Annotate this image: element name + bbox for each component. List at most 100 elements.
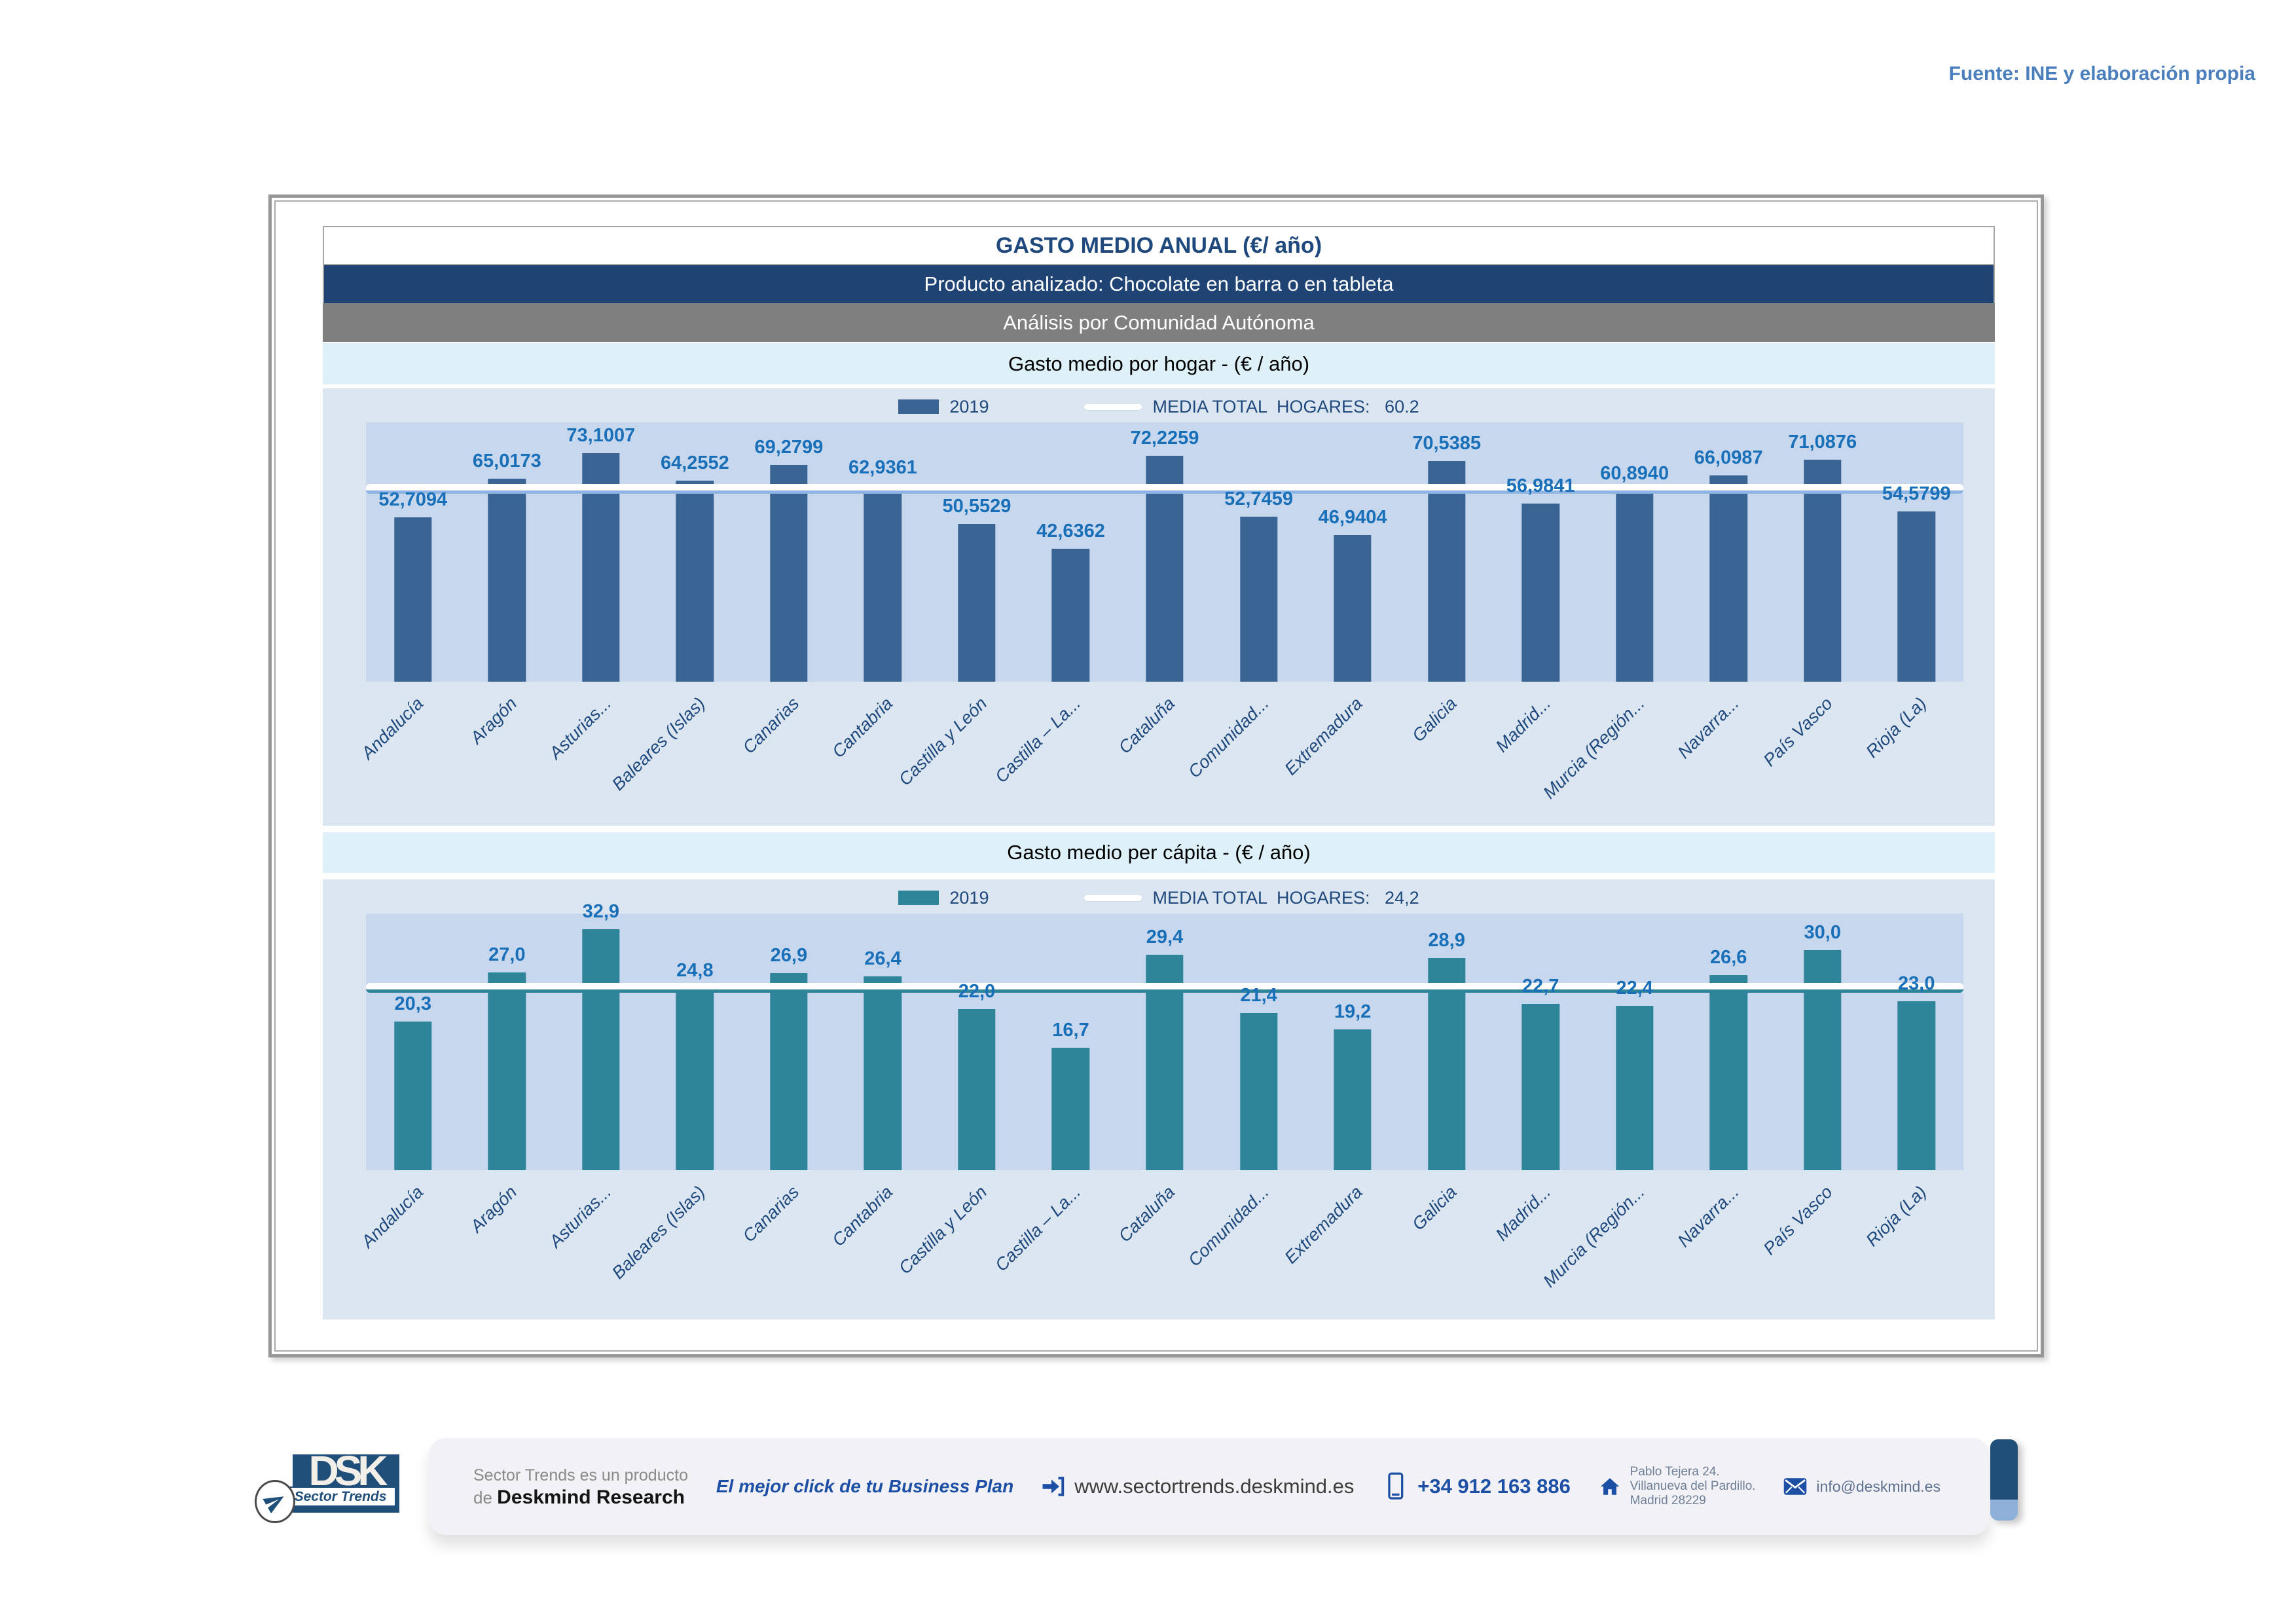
bar-Castilla y León xyxy=(958,523,996,682)
axis-category-label: Comunidad... xyxy=(1184,1182,1273,1270)
footer-product-line2: de Deskmind Research xyxy=(473,1486,685,1508)
bar-slot: 26,4 xyxy=(836,913,930,1170)
bar-Asturias... xyxy=(582,929,620,1170)
bar-slot: 30,0 xyxy=(1776,913,1870,1170)
dsk-logo-sector-trends: Sector Trends xyxy=(285,1486,396,1507)
footer-product-note: Sector Trends es un producto de Deskmind… xyxy=(473,1465,688,1509)
axis-category-label: Murcia (Región... xyxy=(1539,693,1649,803)
bar-value-label: 28,9 xyxy=(1428,930,1465,951)
media-total-line xyxy=(366,982,1963,993)
axis-category-label: Extremadura xyxy=(1281,693,1367,779)
axis-category-label: Murcia (Región... xyxy=(1539,1182,1649,1291)
bar-Galicia xyxy=(1427,958,1466,1170)
axis-category-label: Aragón xyxy=(466,1182,521,1236)
chart-legend: 2019 MEDIA TOTAL HOGARES: 24,2 xyxy=(323,886,1995,910)
bar-slot: 56,9841 xyxy=(1493,422,1588,682)
chart-per-household: 2019 MEDIA TOTAL HOGARES: 60.2 52,7094 65… xyxy=(323,388,1995,826)
bar-slot: 16,7 xyxy=(1024,913,1118,1170)
axis-category-label: Castilla – La... xyxy=(991,1182,1085,1276)
report-frame: GASTO MEDIO ANUAL (€/ año) Producto anal… xyxy=(268,194,2044,1357)
axis-category-label: Baleares (Islas) xyxy=(608,1182,709,1283)
bar-Canarias xyxy=(770,465,808,682)
paper-plane-badge xyxy=(255,1480,295,1523)
axis-category-label: Navarra... xyxy=(1673,1182,1743,1251)
axis-category-label: Cantabria xyxy=(828,1182,897,1250)
legend-media-line-swatch xyxy=(1084,895,1142,901)
bar-Comunidad... xyxy=(1239,517,1278,682)
axis-category-label: Rioja (La) xyxy=(1862,1182,1931,1250)
footer-company-name: Deskmind Research xyxy=(497,1486,685,1508)
bar-value-label: 69,2799 xyxy=(754,437,824,458)
bar-slot: 71,0876 xyxy=(1776,422,1870,682)
bar-value-label: 27,0 xyxy=(488,944,526,965)
footer-address: Pablo Tejera 24. Villanueva del Pardillo… xyxy=(1599,1465,1756,1508)
bar-slot: 22,7 xyxy=(1493,913,1588,1170)
bar-slot: 23,0 xyxy=(1870,913,1964,1170)
bar-Cantabria xyxy=(864,485,902,682)
legend-series-swatch xyxy=(898,399,939,414)
section-title-per-household: Gasto medio por hogar - (€ / año) xyxy=(323,343,1995,384)
axis-category-label: Rioja (La) xyxy=(1862,693,1931,762)
bar-value-label: 62,9361 xyxy=(848,456,917,478)
bar-value-label: 64,2552 xyxy=(660,452,729,474)
bar-slot: 69,2799 xyxy=(742,422,836,682)
source-note: Fuente: INE y elaboración propia xyxy=(1948,63,2255,84)
bar-Aragón xyxy=(488,478,526,682)
axis-category-label: Galicia xyxy=(1408,1182,1461,1234)
bar-slot: 32,9 xyxy=(554,901,648,1170)
bar-value-label: 72,2259 xyxy=(1130,428,1199,449)
axis-category-label: Asturias... xyxy=(545,693,615,764)
bar-value-label: 66,0987 xyxy=(1694,447,1763,468)
x-axis-labels: Andalucía Aragón Asturias... Baleares (Isla… xyxy=(357,683,1963,824)
bar-slot: 21,4 xyxy=(1212,913,1306,1170)
axis-category-label: Baleares (Islas) xyxy=(608,693,709,794)
bar-slot: 52,7459 xyxy=(1212,422,1306,682)
bar-value-label: 71,0876 xyxy=(1788,431,1857,452)
axis-category-label: Galicia xyxy=(1408,693,1461,746)
bar-Cantabria xyxy=(864,976,902,1170)
dsk-logo-letters: DSK xyxy=(308,1447,388,1494)
bar-value-label: 56,9841 xyxy=(1506,475,1575,497)
footer-phone[interactable]: +34 912 163 886 xyxy=(1382,1471,1571,1502)
bar-value-label: 16,7 xyxy=(1052,1019,1089,1041)
axis-category-label: Canarias xyxy=(738,1182,803,1246)
bar-value-label: 65,0173 xyxy=(472,450,541,471)
bar-value-label: 32,9 xyxy=(582,900,620,922)
bar-Extremadura xyxy=(1334,1029,1372,1170)
analysis-banner: Análisis por Comunidad Autónoma xyxy=(323,303,1995,342)
bar-Murcia (Región... xyxy=(1615,1006,1654,1170)
footer-website-link[interactable]: www.sectortrends.deskmind.es xyxy=(1042,1475,1354,1498)
axis-category-label: Andalucía xyxy=(357,693,427,764)
legend-media-line-swatch xyxy=(1084,403,1142,410)
axis-category-label: País Vasco xyxy=(1759,693,1836,771)
arrow-bracket-icon xyxy=(1042,1477,1065,1496)
bar-value-label: 22,4 xyxy=(1616,978,1653,999)
axis-category-label: Cataluña xyxy=(1114,1182,1179,1246)
bookmark-top xyxy=(1990,1439,2018,1500)
axis-category-label: Madrid... xyxy=(1491,1182,1555,1245)
footer-product-line1: Sector Trends es un producto xyxy=(473,1466,688,1485)
bar-slot: 26,9 xyxy=(742,913,836,1170)
footer-bar: Sector Trends es un producto de Deskmind… xyxy=(429,1438,1990,1535)
x-axis-labels: Andalucía Aragón Asturias... Baleares (Isla… xyxy=(357,1172,1963,1312)
axis-category-label: Aragón xyxy=(466,693,521,748)
media-total-line xyxy=(366,483,1963,494)
address-line: Villanueva del Pardillo. xyxy=(1630,1479,1756,1493)
bar-slot: 54,5799 xyxy=(1870,422,1964,682)
footer-email[interactable]: info@deskmind.es xyxy=(1783,1477,1941,1496)
bar-value-label: 26,6 xyxy=(1709,947,1747,969)
bar-value-label: 26,9 xyxy=(770,944,808,966)
bar-value-label: 20,3 xyxy=(394,993,431,1014)
axis-category-label: Navarra... xyxy=(1673,693,1743,763)
bar-slot: 73,1007 xyxy=(554,422,648,682)
bar-value-label: 60,8940 xyxy=(1600,463,1669,485)
product-analyzed-banner: Producto analizado: Chocolate en barra o… xyxy=(323,265,1995,303)
bar-Galicia xyxy=(1427,461,1466,682)
bar-value-label: 22,7 xyxy=(1522,975,1559,997)
envelope-icon xyxy=(1784,1478,1807,1495)
bar-Navarra... xyxy=(1709,475,1747,682)
bar-Castilla – La... xyxy=(1051,1047,1090,1170)
paper-plane-icon xyxy=(263,1496,284,1514)
bar-Canarias xyxy=(770,972,808,1170)
home-icon xyxy=(1600,1478,1619,1495)
